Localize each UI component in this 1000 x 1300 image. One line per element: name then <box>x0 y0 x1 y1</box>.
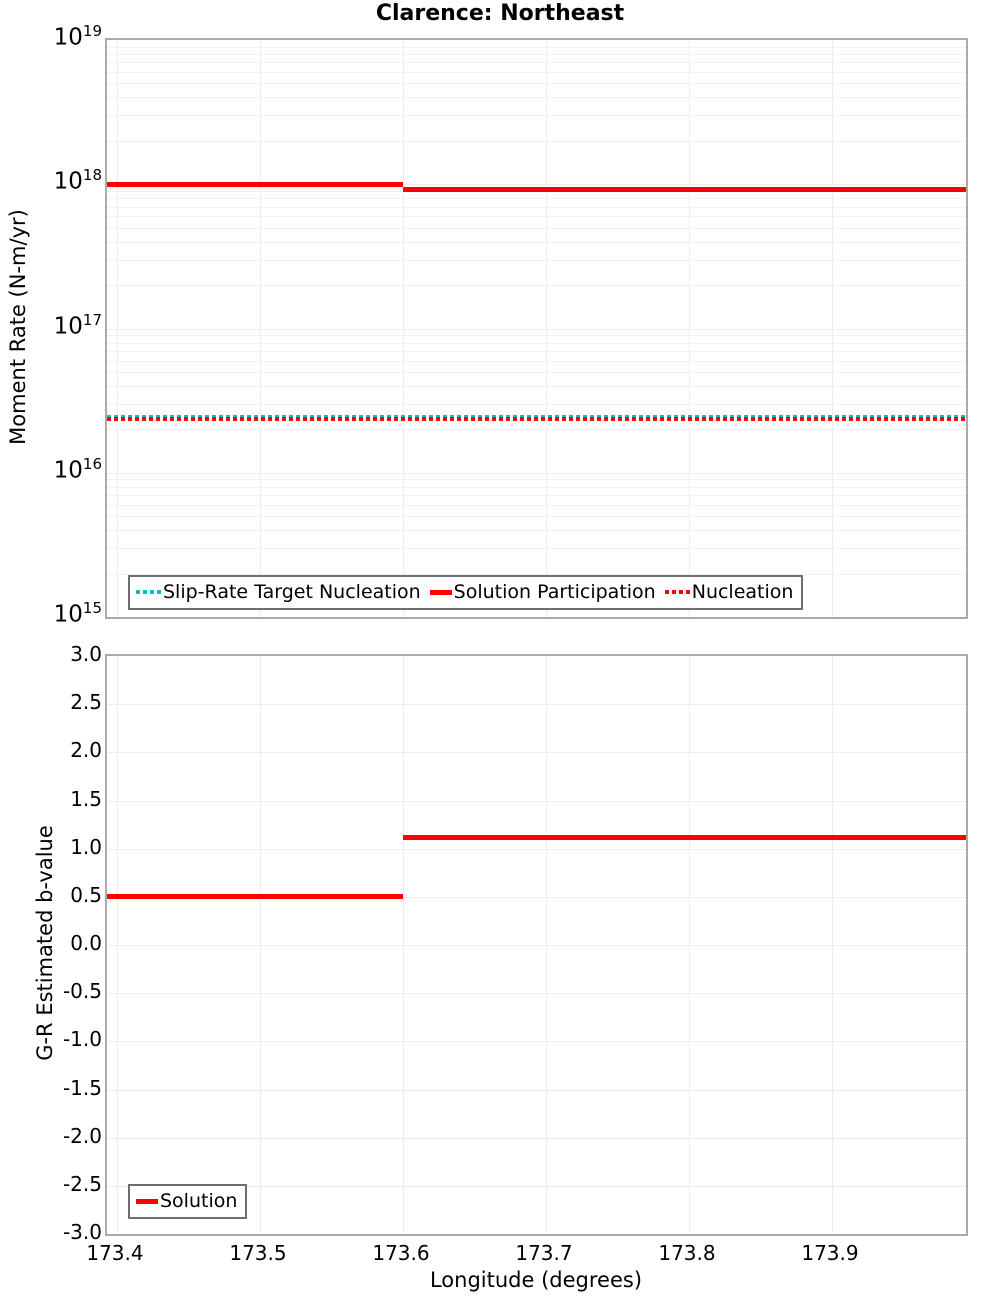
x-tick-label: 173.5 <box>229 1241 287 1265</box>
x-tick-label: 173.8 <box>658 1241 716 1265</box>
top-y-tick-label: 1016 <box>53 455 102 484</box>
solid-line-icon <box>136 1198 158 1204</box>
bottom-y-tick-label: 0.5 <box>70 883 102 907</box>
gridline-minor <box>107 72 966 73</box>
x-axis-label: Longitude (degrees) <box>429 1268 643 1292</box>
legend-label: Solution <box>160 1190 238 1212</box>
b-value-plot: Solution <box>105 654 968 1236</box>
gridline-minor <box>107 342 966 344</box>
exponent: 19 <box>82 22 102 40</box>
gridline-minor <box>107 259 966 261</box>
exponent: 15 <box>82 599 102 617</box>
top-y-tick-label: 1015 <box>53 599 102 628</box>
gridline-major <box>107 896 966 898</box>
gridline-minor <box>107 46 966 48</box>
chart-title: Clarence: Northeast <box>375 1 625 26</box>
gridline-minor <box>107 479 966 481</box>
gridline-minor <box>107 530 966 532</box>
legend-label: Slip-Rate Target Nucleation <box>163 581 421 603</box>
bottom-y-tick-label: -1.0 <box>62 1027 102 1051</box>
gridline-minor <box>107 62 966 64</box>
gridline-major <box>107 848 966 850</box>
x-tick-label: 173.4 <box>86 1241 144 1265</box>
gridline-major <box>107 993 966 995</box>
bottom-y-tick-label: 2.0 <box>70 738 102 762</box>
series-line-solution <box>107 894 403 900</box>
gridline-minor <box>107 140 966 142</box>
x-tick-label: 173.7 <box>515 1241 573 1265</box>
gridline-minor <box>107 115 966 117</box>
gridline-minor <box>107 216 966 218</box>
bottom-y-tick-label: 3.0 <box>70 642 102 666</box>
gridline-minor <box>107 206 966 208</box>
gridline-major <box>107 472 966 474</box>
gridline-major <box>107 945 966 946</box>
gridline-major <box>107 1185 966 1187</box>
top-y-tick-label: 1019 <box>53 22 102 51</box>
gridline-minor <box>107 504 966 506</box>
bottom-y-tick-label: -3.0 <box>62 1220 102 1244</box>
gridline-minor <box>107 227 966 229</box>
series-line-solution <box>402 834 966 840</box>
gridline-minor <box>107 429 966 431</box>
bottom-y-tick-label: 2.5 <box>70 690 102 714</box>
legend-entry: Solution <box>136 1190 237 1212</box>
exponent: 16 <box>82 455 102 473</box>
dotted-line-icon <box>136 590 161 594</box>
gridline-minor <box>107 385 966 387</box>
gridline-minor <box>107 97 966 99</box>
bottom-y-tick-label: -2.0 <box>62 1124 102 1148</box>
series-line-solution-participation <box>402 187 966 192</box>
gridline-minor <box>107 335 966 337</box>
exponent: 18 <box>82 166 102 184</box>
bottom-y-tick-label: 1.5 <box>70 787 102 811</box>
bottom-y-tick-label: -0.5 <box>62 979 102 1003</box>
gridline-major <box>107 328 966 330</box>
gridline-major <box>107 704 966 706</box>
moment-rate-plot: Slip-Rate Target Nucleation Solution Part… <box>105 38 968 619</box>
b-value-legend: Solution <box>128 1184 248 1219</box>
gridline-minor <box>107 198 966 200</box>
gridline-minor <box>107 548 966 550</box>
bottom-y-tick-label: 0.0 <box>70 931 102 955</box>
top-y-tick-label: 1017 <box>53 311 102 340</box>
gridline-major <box>107 184 966 186</box>
gridline-major <box>107 1041 966 1043</box>
x-tick-label: 173.6 <box>372 1241 430 1265</box>
gridline-minor <box>107 360 966 362</box>
gridline-minor <box>107 403 966 405</box>
bottom-y-tick-label: -2.5 <box>62 1172 102 1196</box>
solid-line-icon <box>429 589 452 595</box>
moment-rate-legend: Slip-Rate Target Nucleation Solution Part… <box>128 575 804 610</box>
series-line-solution-participation <box>107 181 403 187</box>
x-tick-label: 173.9 <box>801 1241 859 1265</box>
bottom-y-tick-label: -1.5 <box>62 1076 102 1100</box>
gridline-minor <box>107 54 966 55</box>
top-y-axis-label: Moment Rate (N-m/yr) <box>6 209 30 445</box>
legend-label: Solution Participation <box>453 581 656 603</box>
gridline-minor <box>107 350 966 352</box>
bottom-y-tick-label: 1.0 <box>70 835 102 859</box>
legend-label: Nucleation <box>691 581 794 603</box>
exponent: 17 <box>82 311 102 329</box>
legend-entry: Nucleation <box>664 581 794 603</box>
gridline-minor <box>107 83 966 85</box>
top-y-tick-label: 1018 <box>53 166 102 195</box>
gridline-minor <box>107 241 966 243</box>
series-line-nucleation <box>107 416 966 421</box>
gridline-minor <box>107 495 966 497</box>
dotted-line-icon <box>664 590 690 594</box>
gridline-minor <box>107 573 966 575</box>
gridline-major <box>107 752 966 754</box>
gridline-minor <box>107 371 966 373</box>
gridline-minor <box>107 516 966 518</box>
legend-entry: Solution Participation <box>429 581 656 603</box>
gridline-major <box>107 1137 966 1139</box>
gridline-minor <box>107 285 966 287</box>
gridline-major <box>107 1089 966 1091</box>
gridline-minor <box>107 486 966 488</box>
gridline-major <box>107 800 966 802</box>
legend-entry: Slip-Rate Target Nucleation <box>136 581 421 603</box>
